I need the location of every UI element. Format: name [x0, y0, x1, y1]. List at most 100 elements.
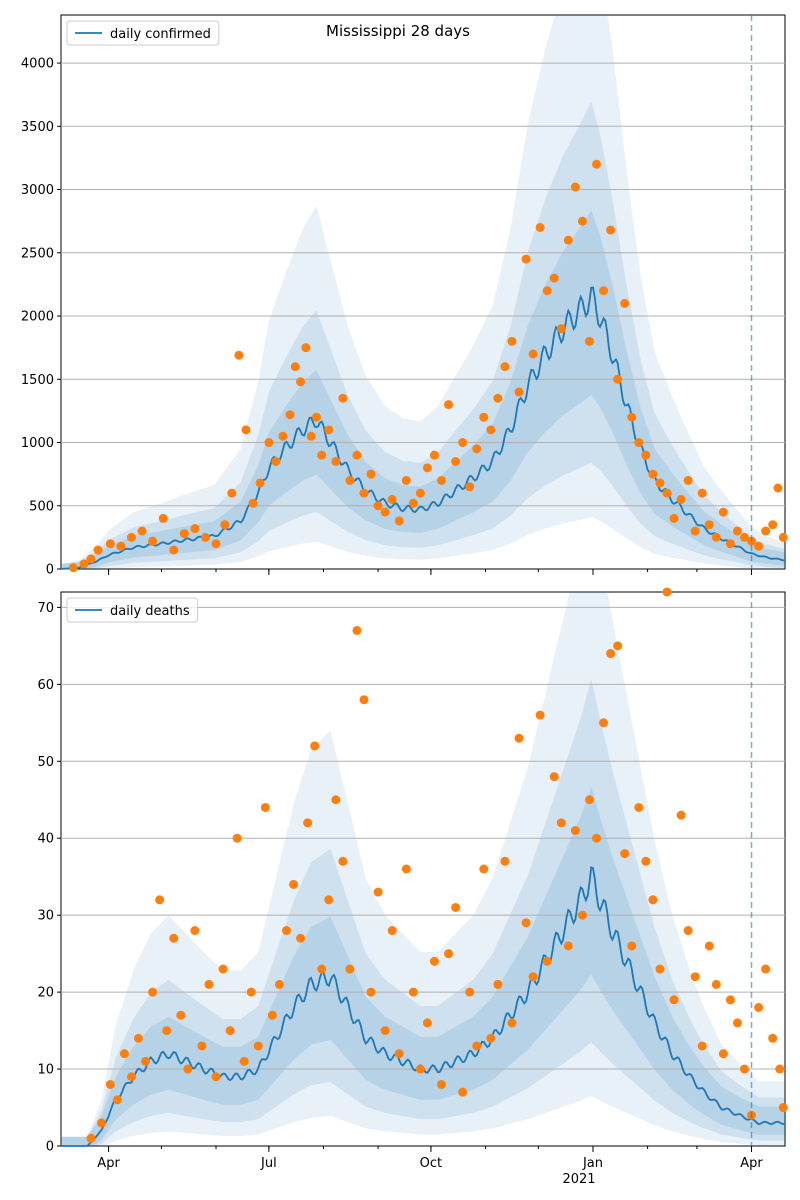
data-point — [331, 456, 341, 466]
y-tick-label: 2000 — [21, 310, 54, 325]
y-tick-label: 3000 — [21, 183, 54, 198]
y-tick-label: 30 — [37, 909, 54, 924]
data-point — [253, 1041, 263, 1051]
y-tick-label: 1000 — [21, 436, 54, 451]
data-point — [141, 1056, 151, 1066]
uncertainty-band — [61, 786, 785, 1146]
data-point — [331, 795, 341, 805]
data-point — [183, 1064, 193, 1074]
data-point — [317, 964, 327, 974]
data-point — [704, 941, 714, 951]
data-point — [556, 324, 566, 334]
data-point — [137, 526, 147, 536]
data-point — [592, 833, 602, 843]
data-point — [507, 1018, 517, 1028]
data-point — [725, 539, 735, 549]
data-point — [634, 438, 644, 448]
data-point — [248, 498, 258, 508]
data-point — [549, 772, 559, 782]
data-point — [648, 469, 658, 479]
data-point — [570, 182, 580, 192]
y-tick-label: 3500 — [21, 120, 54, 135]
deaths-panel: 0 10 20 30 40 50 60 70 Apr Jul Oct Jan Apr 2021 dai… — [37, 587, 788, 1187]
data-point — [732, 526, 742, 536]
x-tick-label: Oct — [420, 1156, 442, 1171]
data-point — [775, 1064, 785, 1074]
data-point — [218, 964, 228, 974]
data-point — [507, 336, 517, 346]
data-point — [352, 450, 362, 460]
data-point — [606, 649, 616, 659]
data-point — [436, 1079, 446, 1089]
deaths-legend: daily deaths — [66, 597, 199, 623]
data-point — [521, 254, 531, 264]
data-point — [444, 949, 454, 959]
data-point — [472, 444, 482, 454]
data-point — [408, 987, 418, 997]
data-point — [246, 987, 256, 997]
data-point — [690, 972, 700, 982]
data-point — [239, 1056, 249, 1066]
data-point — [648, 895, 658, 905]
data-point — [126, 1072, 136, 1082]
data-point — [271, 456, 281, 466]
data-point — [112, 1095, 122, 1105]
data-point — [739, 1064, 749, 1074]
data-point — [317, 450, 327, 460]
data-point — [669, 995, 679, 1005]
data-point — [641, 450, 651, 460]
data-point — [401, 864, 411, 874]
data-point — [577, 216, 587, 226]
confirmed-gridlines — [61, 62, 785, 507]
data-point — [500, 362, 510, 372]
x-tick-label: Apr — [97, 1156, 120, 1171]
uncertainty-band — [61, 210, 785, 569]
data-point — [116, 541, 126, 551]
data-point — [296, 933, 306, 943]
data-point — [338, 393, 348, 403]
data-point — [306, 431, 316, 441]
data-point — [148, 536, 158, 546]
data-point — [345, 475, 355, 485]
chart-title: Mississippi 28 days — [326, 22, 470, 40]
y-tick-label: 10 — [37, 1063, 54, 1078]
data-point — [278, 431, 288, 441]
data-point — [415, 488, 425, 498]
data-point — [345, 964, 355, 974]
data-point — [528, 349, 538, 359]
data-point — [255, 478, 265, 488]
data-point — [359, 695, 369, 705]
data-point — [119, 1049, 129, 1059]
data-point — [535, 222, 545, 232]
y-tick-label: 4000 — [21, 57, 54, 72]
data-point — [542, 286, 552, 296]
data-point — [126, 532, 136, 542]
data-point — [465, 482, 475, 492]
data-point — [274, 979, 284, 989]
data-point — [211, 1072, 221, 1082]
data-point — [768, 520, 778, 530]
data-point — [148, 987, 158, 997]
data-point — [747, 536, 757, 546]
data-point — [676, 810, 686, 820]
data-point — [451, 902, 461, 912]
data-point — [232, 833, 242, 843]
confirmed-uncertainty-bands — [61, 15, 785, 569]
data-point — [422, 463, 432, 473]
data-point — [479, 412, 489, 422]
data-point — [655, 478, 665, 488]
data-point — [204, 979, 214, 989]
data-point — [514, 733, 524, 743]
x-tick-label: Apr — [740, 1156, 763, 1171]
data-point — [296, 377, 306, 387]
data-point — [761, 964, 771, 974]
data-point — [778, 532, 788, 542]
data-point — [514, 387, 524, 397]
data-point — [718, 1049, 728, 1059]
data-point — [592, 159, 602, 169]
legend-box — [66, 597, 199, 623]
data-point — [697, 488, 707, 498]
data-point — [599, 286, 609, 296]
data-point — [162, 1026, 172, 1036]
data-point — [415, 1064, 425, 1074]
